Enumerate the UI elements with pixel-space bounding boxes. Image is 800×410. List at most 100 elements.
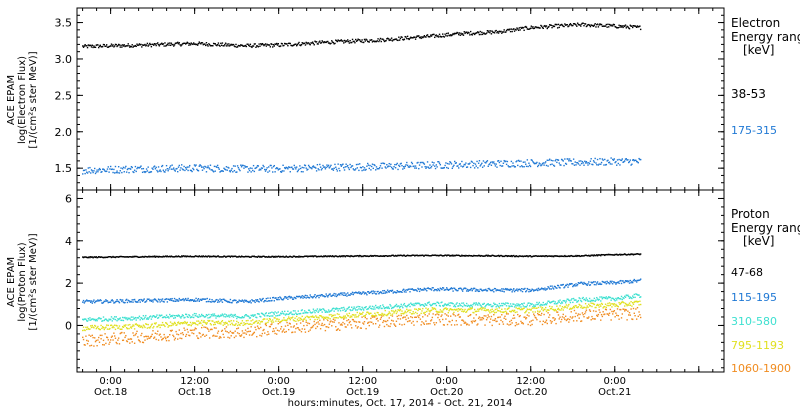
data-point	[534, 162, 537, 165]
data-point	[507, 313, 509, 315]
data-point	[541, 288, 544, 290]
data-point	[477, 304, 479, 306]
data-point	[190, 42, 192, 44]
data-point	[133, 317, 136, 320]
data-point	[434, 167, 437, 170]
data-point	[104, 45, 106, 48]
data-point	[485, 309, 488, 311]
data-point	[567, 255, 569, 257]
data-point	[591, 300, 593, 302]
data-point	[590, 158, 592, 160]
data-point	[259, 315, 261, 318]
data-point	[93, 345, 95, 347]
data-point	[602, 254, 604, 256]
data-point	[227, 324, 229, 326]
data-point	[89, 345, 91, 347]
data-point	[495, 29, 497, 32]
data-point	[525, 318, 527, 320]
data-point	[499, 255, 501, 257]
data-point	[579, 297, 581, 300]
data-point	[118, 172, 121, 174]
data-point	[541, 255, 544, 257]
data-point	[433, 322, 435, 324]
data-point	[587, 300, 589, 302]
data-point	[186, 255, 189, 257]
data-point	[307, 322, 309, 324]
data-point	[130, 256, 133, 258]
data-point	[591, 163, 593, 166]
data-point	[232, 43, 234, 46]
data-point	[519, 303, 521, 306]
data-point	[382, 39, 385, 41]
data-point	[232, 316, 235, 318]
data-point	[141, 341, 144, 343]
data-point	[398, 309, 400, 311]
data-point	[265, 322, 268, 324]
data-point	[352, 168, 355, 170]
data-point	[252, 255, 254, 257]
data-point	[505, 254, 507, 257]
data-point	[563, 287, 565, 289]
data-point	[505, 287, 507, 290]
data-point	[437, 316, 439, 319]
data-point	[632, 296, 635, 299]
data-point	[338, 40, 340, 42]
data-point	[501, 302, 503, 305]
data-point	[335, 40, 338, 42]
data-point	[453, 255, 456, 257]
data-point	[592, 281, 594, 284]
data-point	[618, 24, 620, 27]
data-point	[425, 36, 427, 38]
data-point	[208, 43, 211, 46]
data-point	[213, 255, 216, 258]
data-point	[475, 314, 477, 316]
data-point	[121, 46, 123, 48]
data-point	[522, 305, 525, 307]
data-point	[224, 256, 227, 258]
data-point	[375, 293, 378, 295]
data-point	[98, 341, 101, 343]
data-point	[82, 319, 85, 321]
data-point	[569, 23, 572, 25]
data-point	[196, 168, 198, 171]
data-point	[435, 288, 438, 291]
data-point	[185, 333, 188, 336]
data-point	[196, 320, 198, 322]
data-point	[298, 295, 300, 298]
data-point	[129, 317, 131, 320]
data-point	[400, 314, 402, 317]
data-point	[420, 312, 422, 315]
data-point	[198, 255, 200, 257]
data-point	[370, 321, 373, 323]
data-point	[434, 254, 436, 256]
data-point	[299, 295, 301, 298]
data-point	[216, 255, 219, 257]
data-point	[187, 324, 189, 326]
data-point	[419, 161, 422, 164]
data-point	[263, 255, 265, 257]
data-point	[166, 43, 169, 46]
data-point	[314, 166, 316, 169]
data-point	[441, 35, 443, 38]
data-point	[629, 24, 631, 27]
data-point	[343, 294, 345, 296]
data-point	[505, 311, 508, 314]
data-point	[348, 42, 351, 44]
data-point	[423, 287, 426, 290]
data-point	[271, 167, 273, 169]
data-point	[220, 330, 223, 332]
data-point	[446, 303, 449, 306]
data-point	[302, 320, 304, 323]
data-point	[556, 255, 559, 257]
data-point	[212, 300, 215, 303]
data-point	[127, 317, 129, 319]
data-point	[606, 160, 608, 162]
data-point	[153, 315, 155, 317]
data-point	[385, 39, 387, 42]
data-point	[410, 288, 413, 290]
data-point	[540, 304, 543, 306]
data-point	[369, 312, 371, 315]
data-point	[508, 29, 510, 31]
data-point	[234, 330, 236, 332]
data-point	[629, 159, 631, 161]
